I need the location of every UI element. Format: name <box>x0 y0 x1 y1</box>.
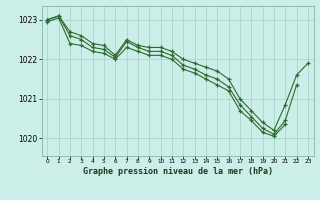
X-axis label: Graphe pression niveau de la mer (hPa): Graphe pression niveau de la mer (hPa) <box>83 167 273 176</box>
